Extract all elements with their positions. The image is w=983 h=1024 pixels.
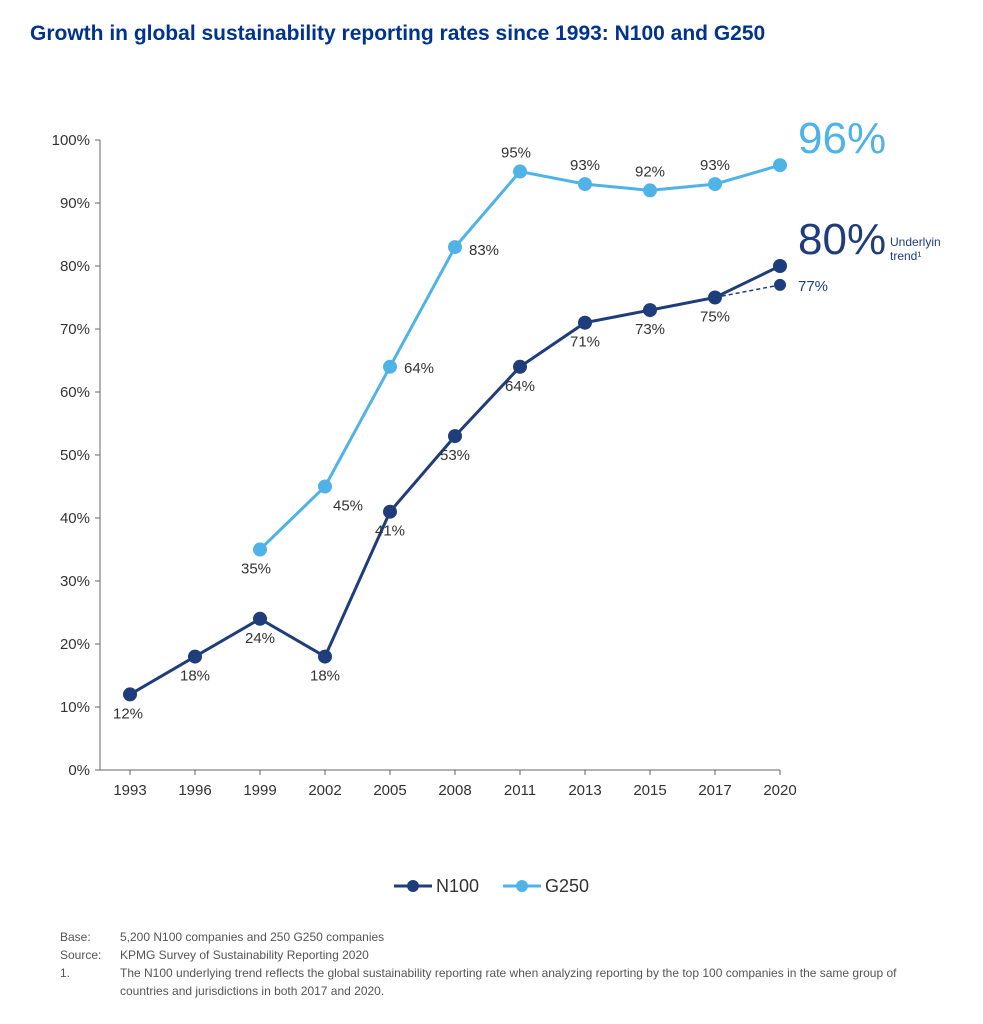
svg-text:73%: 73% bbox=[635, 321, 665, 338]
svg-text:41%: 41% bbox=[375, 523, 405, 540]
note-label: 1. bbox=[60, 964, 110, 1000]
svg-text:92%: 92% bbox=[635, 163, 665, 180]
svg-text:trend¹: trend¹ bbox=[890, 249, 921, 263]
svg-text:53%: 53% bbox=[440, 447, 470, 464]
source-label: Source: bbox=[60, 946, 110, 964]
svg-text:60%: 60% bbox=[60, 384, 90, 401]
legend-swatch-icon bbox=[394, 878, 432, 894]
svg-text:64%: 64% bbox=[505, 378, 535, 395]
svg-text:93%: 93% bbox=[700, 157, 730, 174]
svg-text:71%: 71% bbox=[570, 334, 600, 351]
svg-text:2008: 2008 bbox=[438, 782, 471, 799]
svg-text:2013: 2013 bbox=[568, 782, 601, 799]
svg-text:50%: 50% bbox=[60, 447, 90, 464]
chart-title: Growth in global sustainability reportin… bbox=[0, 0, 983, 46]
svg-text:1999: 1999 bbox=[243, 782, 276, 799]
base-label: Base: bbox=[60, 928, 110, 946]
svg-text:90%: 90% bbox=[60, 195, 90, 212]
svg-text:2011: 2011 bbox=[504, 782, 536, 799]
legend-swatch-icon bbox=[503, 878, 541, 894]
legend-item: G250 bbox=[503, 876, 589, 897]
chart-container: 0% 10% 20% 30% 40% 50% 60% 70% 80% 90% 100% 1993 199… bbox=[40, 120, 940, 820]
legend-label: N100 bbox=[436, 876, 479, 897]
svg-text:2015: 2015 bbox=[633, 782, 666, 799]
svg-text:40%: 40% bbox=[60, 510, 90, 527]
note-text: The N100 underlying trend reflects the g… bbox=[120, 964, 923, 1000]
svg-text:24%: 24% bbox=[245, 630, 275, 647]
source-text: KPMG Survey of Sustainability Reporting … bbox=[120, 946, 369, 964]
svg-text:18%: 18% bbox=[310, 668, 340, 685]
svg-text:20%: 20% bbox=[60, 636, 90, 653]
svg-text:93%: 93% bbox=[570, 157, 600, 174]
svg-text:70%: 70% bbox=[60, 321, 90, 338]
svg-text:12%: 12% bbox=[113, 705, 143, 722]
line-chart: 0% 10% 20% 30% 40% 50% 60% 70% 80% 90% 100% 1993 199… bbox=[40, 120, 940, 820]
svg-text:45%: 45% bbox=[333, 498, 363, 515]
svg-text:10%: 10% bbox=[60, 699, 90, 716]
svg-text:2005: 2005 bbox=[373, 782, 406, 799]
legend-label: G250 bbox=[545, 876, 589, 897]
svg-text:2002: 2002 bbox=[308, 782, 341, 799]
svg-text:100%: 100% bbox=[52, 132, 90, 149]
svg-text:95%: 95% bbox=[501, 145, 531, 162]
base-text: 5,200 N100 companies and 250 G250 compan… bbox=[120, 928, 384, 946]
svg-text:1993: 1993 bbox=[113, 782, 146, 799]
svg-text:2017: 2017 bbox=[698, 782, 731, 799]
svg-text:80%: 80% bbox=[60, 258, 90, 275]
svg-text:83%: 83% bbox=[469, 242, 499, 259]
svg-text:77%: 77% bbox=[798, 278, 828, 295]
footnotes: Base: 5,200 N100 companies and 250 G250 … bbox=[60, 928, 923, 1000]
svg-text:18%: 18% bbox=[180, 668, 210, 685]
svg-text:0%: 0% bbox=[68, 762, 90, 779]
svg-text:75%: 75% bbox=[700, 309, 730, 326]
svg-text:35%: 35% bbox=[241, 561, 271, 578]
svg-text:96%: 96% bbox=[798, 120, 886, 163]
svg-text:80%: 80% bbox=[798, 215, 886, 264]
svg-text:1996: 1996 bbox=[178, 782, 211, 799]
chart-legend: N100 G250 bbox=[0, 876, 983, 900]
svg-text:Underlying: Underlying bbox=[890, 235, 940, 249]
svg-text:64%: 64% bbox=[404, 360, 434, 377]
svg-text:2020: 2020 bbox=[763, 782, 796, 799]
legend-item: N100 bbox=[394, 876, 479, 897]
svg-text:30%: 30% bbox=[60, 573, 90, 590]
